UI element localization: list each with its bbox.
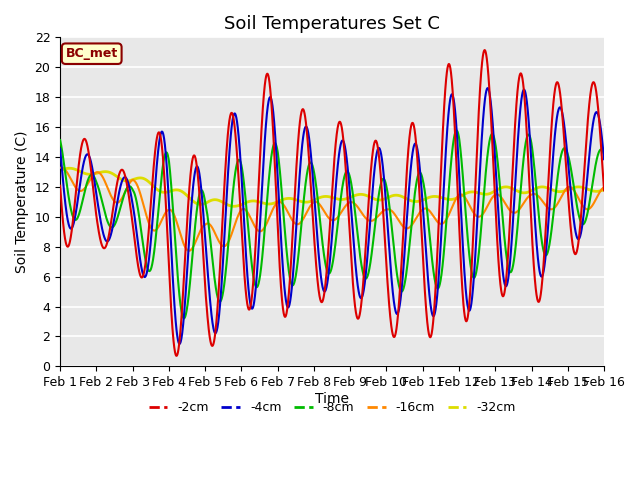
X-axis label: Time: Time bbox=[315, 392, 349, 406]
Text: BC_met: BC_met bbox=[65, 47, 118, 60]
Title: Soil Temperatures Set C: Soil Temperatures Set C bbox=[224, 15, 440, 33]
Y-axis label: Soil Temperature (C): Soil Temperature (C) bbox=[15, 131, 29, 273]
Legend: -2cm, -4cm, -8cm, -16cm, -32cm: -2cm, -4cm, -8cm, -16cm, -32cm bbox=[143, 396, 521, 420]
